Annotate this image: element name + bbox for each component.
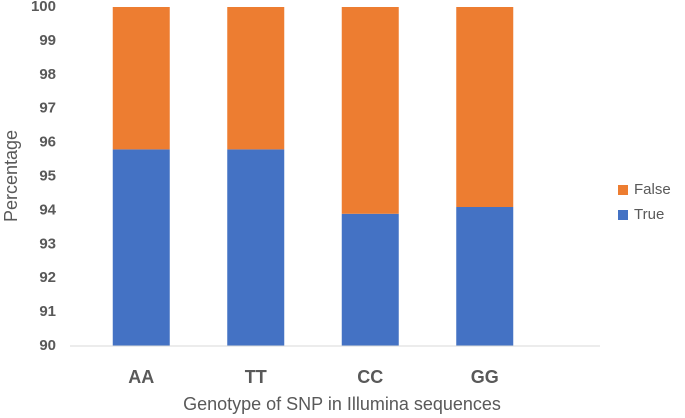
bar-segment [341,213,399,346]
x-tick-label: AA [128,367,154,387]
y-tick-label: 100 [31,0,56,15]
y-tick-label: 99 [39,32,56,49]
bar-segment [227,7,285,150]
y-tick-label: 96 [39,134,56,151]
bar-segment [112,149,170,346]
bar-segment [112,7,170,150]
x-axis-title: Genotype of SNP in Illumina sequences [183,394,501,414]
x-tick-label: GG [471,367,499,387]
bar-segment [456,207,514,346]
legend-swatch [618,210,628,220]
bar-segment [341,7,399,214]
y-tick-label: 98 [39,66,56,83]
x-tick-label: CC [357,367,383,387]
y-tick-label: 97 [39,100,56,117]
y-tick-label: 92 [39,269,56,286]
legend-label: True [634,206,664,223]
bar-segment [227,149,285,346]
y-tick-label: 90 [39,337,56,354]
bar-segment [456,7,514,208]
x-tick-label: TT [245,367,267,387]
y-tick-label: 93 [39,235,56,252]
legend-label: False [634,181,671,198]
legend-swatch [618,185,628,195]
y-tick-label: 94 [39,201,56,218]
y-tick-label: 91 [39,303,56,320]
y-axis-title: Percentage [1,130,21,222]
y-tick-label: 95 [39,167,56,184]
